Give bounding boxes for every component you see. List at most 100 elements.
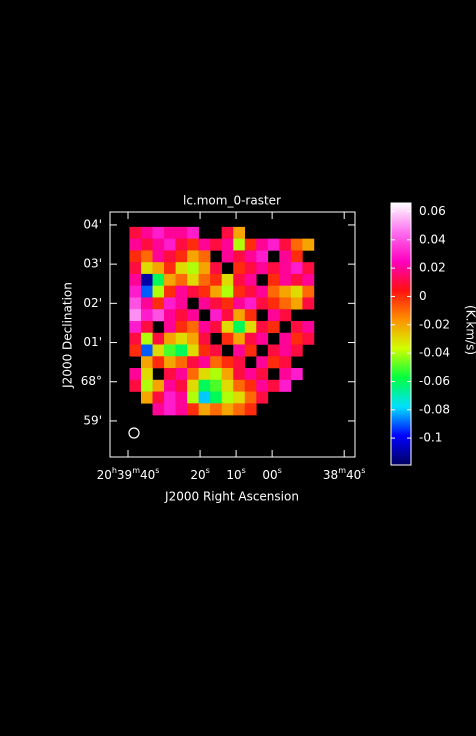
raster-cell xyxy=(221,297,234,310)
raster-cell xyxy=(187,285,199,298)
raster-cell xyxy=(279,273,292,286)
raster-cell xyxy=(187,320,199,334)
raster-cell xyxy=(198,250,211,263)
raster-cell xyxy=(198,356,211,369)
raster-cell xyxy=(290,285,303,298)
x-tick-label: 20h​39m​40s​ xyxy=(97,466,160,482)
colorbar-tick-label: 0.04 xyxy=(419,232,446,246)
raster-cell xyxy=(198,332,211,345)
raster-cell xyxy=(256,391,269,404)
raster-cell xyxy=(152,391,165,404)
raster-cell xyxy=(233,250,246,263)
raster-cell xyxy=(279,379,292,392)
raster-cell xyxy=(140,273,153,286)
raster-cell xyxy=(256,356,269,369)
raster-cell xyxy=(175,368,188,381)
raster-cell xyxy=(233,332,246,345)
raster-cell xyxy=(152,332,165,345)
colorbar-tick-label: 0.06 xyxy=(419,204,446,218)
raster-cell xyxy=(279,368,292,381)
raster-cell xyxy=(164,391,176,404)
raster-cell xyxy=(290,262,303,275)
raster-cell xyxy=(290,238,303,251)
colorbar-tick-label: 0.02 xyxy=(419,261,446,275)
raster-cell xyxy=(210,309,222,322)
raster-cell xyxy=(187,238,199,251)
raster-cell xyxy=(187,309,199,322)
raster-cell xyxy=(152,403,165,416)
raster-cell xyxy=(221,368,234,381)
raster-cell xyxy=(152,250,165,263)
raster-cell xyxy=(129,273,142,286)
raster-cell xyxy=(221,309,234,322)
colorbar-tick-label: -0.1 xyxy=(419,431,442,445)
colorbar-tick-label: 0 xyxy=(419,289,427,303)
raster-cell xyxy=(256,285,269,298)
raster-cell xyxy=(164,332,176,345)
raster-cell xyxy=(187,273,199,286)
raster-cell xyxy=(210,391,222,404)
x-tick-label: 20s​ xyxy=(190,466,209,482)
raster-cell xyxy=(279,238,292,251)
raster-cell xyxy=(140,262,153,275)
raster-cell xyxy=(187,250,199,263)
raster-cell xyxy=(164,356,176,369)
raster-cell xyxy=(267,379,280,392)
raster-cell xyxy=(210,344,222,357)
raster-cell xyxy=(129,320,142,334)
raster-cell xyxy=(129,297,142,310)
raster-cell xyxy=(233,320,246,334)
raster-cell xyxy=(140,320,153,334)
raster-cell xyxy=(140,332,153,345)
raster-cell xyxy=(140,238,153,251)
raster-cell xyxy=(140,368,153,381)
raster-cell xyxy=(175,262,188,275)
raster-cell xyxy=(233,285,246,298)
raster-cell xyxy=(302,332,315,345)
raster-cell xyxy=(244,297,257,310)
raster-cell xyxy=(233,368,246,381)
raster-cell xyxy=(256,320,269,334)
y-tick-label: 03' xyxy=(83,257,102,271)
raster-cell xyxy=(164,320,176,334)
raster-cell xyxy=(152,309,165,322)
raster-cell xyxy=(267,344,280,357)
raster-cell xyxy=(267,297,280,310)
raster-cell xyxy=(210,320,222,334)
raster-cell xyxy=(244,332,257,345)
raster-cell xyxy=(244,344,257,357)
raster-cell xyxy=(302,273,315,286)
raster-cell xyxy=(187,379,199,392)
raster-cell xyxy=(210,403,222,416)
raster-cell xyxy=(256,332,269,345)
raster-cell xyxy=(244,250,257,263)
raster-cell xyxy=(210,238,222,251)
raster-cell xyxy=(221,238,234,251)
y-axis-label: J2000 Declination xyxy=(61,282,75,389)
raster-cell xyxy=(140,285,153,298)
colorbar-tick-label: -0.04 xyxy=(419,346,450,360)
raster-cell xyxy=(175,297,188,310)
raster-cell xyxy=(175,273,188,286)
raster-cell xyxy=(256,250,269,263)
raster-cell xyxy=(233,391,246,404)
raster-cell xyxy=(152,273,165,286)
raster-cell xyxy=(221,250,234,263)
raster-cell xyxy=(164,297,176,310)
raster-cell xyxy=(164,226,176,239)
raster-cell xyxy=(152,226,165,239)
raster-cell xyxy=(279,309,292,322)
raster-cell xyxy=(164,344,176,357)
raster-cell xyxy=(140,250,153,263)
raster-cell xyxy=(140,344,153,357)
raster-cell xyxy=(256,262,269,275)
x-tick-label: 00s​ xyxy=(262,466,281,482)
raster-cell xyxy=(187,226,199,239)
raster-cell xyxy=(198,391,211,404)
colorbar xyxy=(390,202,412,466)
raster-cell xyxy=(140,226,153,239)
raster-cell xyxy=(175,356,188,369)
raster-cell xyxy=(279,344,292,357)
raster-cell xyxy=(290,250,303,263)
